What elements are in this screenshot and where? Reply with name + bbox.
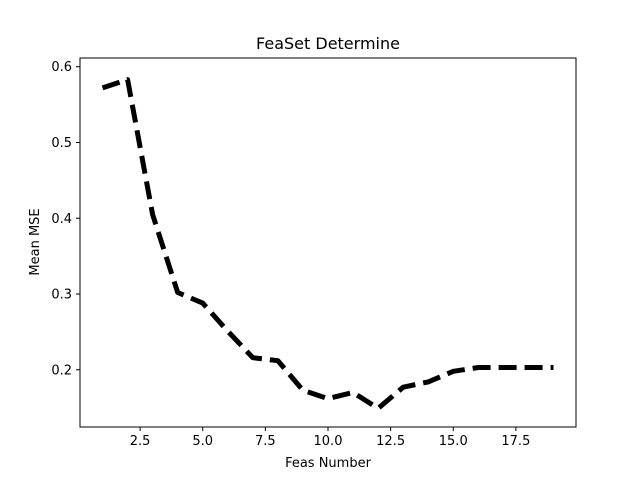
series-group: [101, 77, 554, 411]
x-tick-label: 5.0: [192, 434, 213, 449]
x-axis-label: Feas Number: [285, 456, 372, 471]
y-axis: 0.2 0.3 0.4 0.5 0.6: [51, 60, 80, 378]
y-tick-label: 0.2: [51, 363, 72, 378]
x-tick-label: 17.5: [501, 434, 530, 449]
y-tick-label: 0.4: [51, 212, 72, 227]
y-axis-label: Mean MSE: [28, 208, 43, 275]
x-tick-label: 7.5: [255, 434, 276, 449]
x-tick-label: 10.0: [314, 434, 343, 449]
x-tick-label: 2.5: [130, 434, 151, 449]
x-axis: 2.5 5.0 7.5 10.0 12.5 15.0 17.5: [130, 427, 530, 449]
y-tick-label: 0.3: [51, 288, 72, 303]
y-tick-label: 0.6: [51, 60, 72, 75]
x-tick-label: 12.5: [376, 434, 405, 449]
chart-title: FeaSet Determine: [256, 34, 400, 53]
x-tick-label: 15.0: [439, 434, 468, 449]
y-tick-label: 0.5: [51, 136, 72, 151]
